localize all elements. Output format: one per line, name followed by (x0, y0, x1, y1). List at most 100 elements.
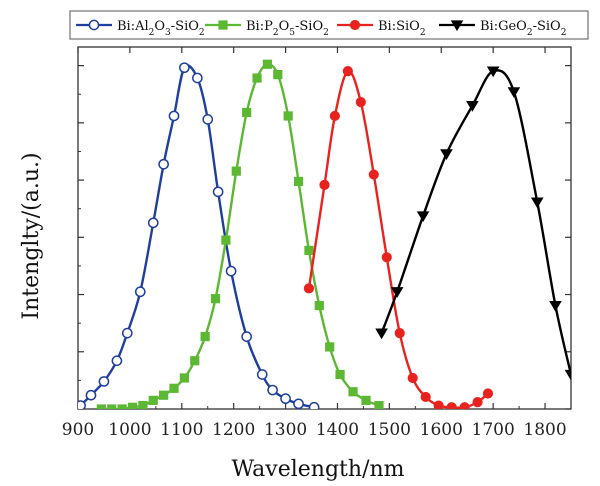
data-point (98, 376, 110, 387)
x-tick-label: 1000 (108, 420, 151, 440)
legend-box (69, 10, 589, 40)
data-point (420, 391, 431, 403)
data-point (280, 393, 291, 405)
plot-frame (77, 46, 572, 410)
x-tick-label: 1500 (368, 420, 411, 440)
x-tick-label: 1800 (523, 420, 566, 440)
data-point (486, 66, 500, 78)
x-tick-label: 900 (62, 420, 94, 440)
data-point (314, 300, 324, 311)
y-axis-title: Intenglty/(a.u.) (19, 152, 44, 319)
legend-marker (349, 19, 361, 31)
data-point (225, 265, 237, 277)
data-point (212, 186, 224, 198)
data-point (179, 373, 189, 383)
data-point (308, 401, 320, 409)
x-tick-label: 1300 (264, 420, 307, 440)
data-point (407, 372, 418, 384)
data-point (231, 166, 241, 176)
data-point (390, 287, 404, 298)
series-4 (375, 66, 571, 381)
data-point (564, 369, 571, 381)
data-point (348, 387, 358, 397)
data-point (121, 327, 133, 339)
data-point (374, 400, 384, 409)
data-point (262, 59, 273, 69)
data-point (192, 72, 203, 84)
data-point (241, 331, 253, 342)
legend-label: Bi:Al2O3-SiO2 (117, 19, 205, 38)
data-point (158, 158, 169, 170)
data-point (267, 384, 278, 396)
data-point (342, 66, 353, 77)
data-point (134, 286, 146, 298)
data-point (507, 87, 521, 98)
series-1 (78, 62, 320, 409)
x-tick-label: 1600 (420, 420, 463, 440)
x-axis-title: Wavelength/nm (231, 457, 404, 482)
data-point (433, 400, 444, 409)
data-point (440, 149, 453, 160)
series-3 (303, 66, 494, 409)
series-layer (78, 59, 571, 409)
legend: Bi:Al2O3-SiO2 Bi:P2O5-SiO2 Bi:SiO2 Bi:GeO2-… (69, 10, 589, 40)
data-point (335, 369, 345, 380)
data-point (127, 402, 138, 409)
data-point (242, 107, 252, 118)
data-point (303, 283, 315, 294)
x-tick-label: 1100 (160, 420, 203, 440)
data-point (319, 179, 330, 191)
data-point (159, 390, 169, 400)
legend-marker (450, 20, 464, 32)
legend-item-4: Bi:GeO2-SiO2 (439, 19, 566, 38)
data-point (221, 235, 231, 245)
data-point (96, 404, 106, 409)
x-tick-label: 1400 (316, 420, 359, 440)
data-point (329, 110, 340, 122)
data-point (252, 73, 262, 83)
legend-item-1: Bi:Al2O3-SiO2 (76, 19, 205, 38)
legend-label: Bi:GeO2-SiO2 (480, 19, 566, 38)
data-point (210, 294, 221, 304)
data-point (138, 400, 148, 409)
data-point (78, 400, 86, 409)
data-point (283, 111, 293, 121)
data-point (168, 110, 180, 122)
data-point (325, 342, 335, 352)
legend-item-2: Bi:P2O5-SiO2 (205, 19, 329, 38)
data-point (111, 355, 123, 367)
data-point (381, 252, 392, 263)
data-point (394, 328, 405, 339)
data-point (530, 197, 544, 209)
data-point (355, 97, 366, 108)
data-point (293, 176, 304, 187)
data-point (361, 395, 371, 405)
x-tick-label: 1200 (212, 420, 255, 440)
series-2 (96, 59, 384, 409)
data-point (107, 404, 117, 409)
data-point (482, 388, 494, 399)
legend-marker (88, 19, 100, 31)
data-point (85, 389, 97, 401)
data-point (446, 402, 457, 409)
data-point (416, 211, 430, 223)
plot-border (77, 46, 572, 410)
data-point (466, 101, 479, 112)
series-line (380, 69, 571, 375)
data-point (147, 217, 159, 229)
legend-marker (218, 20, 228, 30)
data-point (375, 328, 388, 340)
data-point (169, 383, 179, 393)
data-point (304, 245, 314, 256)
data-point (202, 114, 214, 125)
data-point (256, 369, 268, 380)
data-point (148, 395, 158, 405)
data-point (472, 397, 483, 408)
data-point (549, 300, 562, 312)
data-point (117, 404, 127, 409)
series-line (307, 69, 489, 409)
data-point (368, 169, 379, 180)
legend-label: Bi:P2O5-SiO2 (246, 19, 329, 38)
data-point (293, 398, 304, 409)
